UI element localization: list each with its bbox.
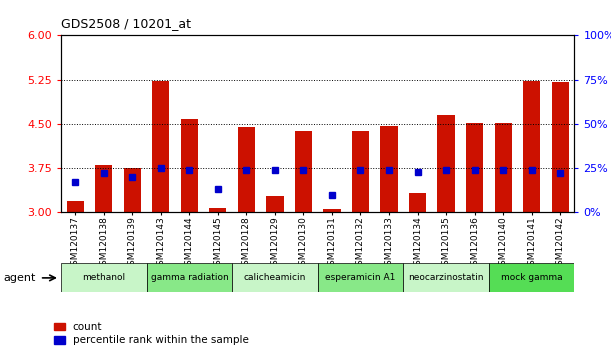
Bar <box>210 208 227 212</box>
Bar <box>147 263 232 292</box>
Bar <box>181 119 198 212</box>
Text: mock gamma: mock gamma <box>501 273 562 282</box>
Legend: count, percentile rank within the sample: count, percentile rank within the sample <box>54 322 249 345</box>
Bar <box>403 263 489 292</box>
Bar <box>238 127 255 212</box>
Bar <box>494 123 511 212</box>
Bar <box>552 82 569 212</box>
Bar <box>232 263 318 292</box>
Bar <box>523 81 540 212</box>
Bar <box>437 115 455 212</box>
Text: esperamicin A1: esperamicin A1 <box>325 273 396 282</box>
Bar <box>295 131 312 212</box>
Text: gamma radiation: gamma radiation <box>150 273 229 282</box>
Text: calicheamicin: calicheamicin <box>244 273 306 282</box>
Bar <box>381 126 398 212</box>
Text: methanol: methanol <box>82 273 125 282</box>
Bar <box>95 165 112 212</box>
Bar <box>152 81 169 212</box>
Bar <box>352 131 369 212</box>
Bar <box>318 263 403 292</box>
Bar <box>323 210 340 212</box>
Bar <box>466 123 483 212</box>
Text: GDS2508 / 10201_at: GDS2508 / 10201_at <box>61 17 191 30</box>
Bar <box>61 263 147 292</box>
Text: neocarzinostatin: neocarzinostatin <box>408 273 484 282</box>
Bar <box>489 263 574 292</box>
Bar <box>124 168 141 212</box>
Bar <box>266 196 284 212</box>
Bar <box>67 201 84 212</box>
Bar <box>409 193 426 212</box>
Text: agent: agent <box>3 273 35 283</box>
